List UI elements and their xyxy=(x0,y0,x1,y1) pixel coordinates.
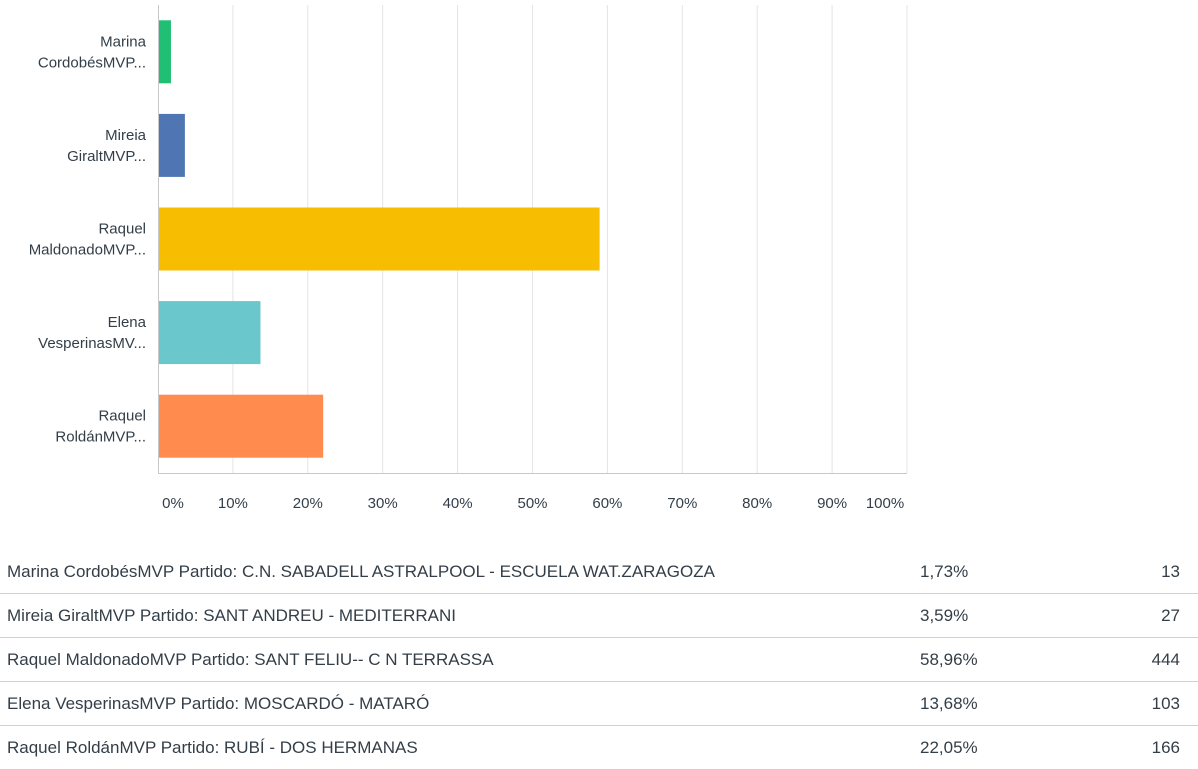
answer-count: 27 xyxy=(1100,593,1198,638)
answer-label: Mireia GiraltMVP Partido: SANT ANDREU - … xyxy=(0,593,920,638)
category-label: Mireia GiraltMVP... xyxy=(67,127,147,165)
x-tick-label: 40% xyxy=(443,495,473,512)
y-axis-labels: Marina CordobésMVP... Mireia GiraltMVP... Ra… xyxy=(29,33,147,445)
x-tick-label: 70% xyxy=(667,495,697,512)
category-label: Raquel RoldánMVP... xyxy=(55,408,146,446)
x-tick-label: 50% xyxy=(517,495,547,512)
table-row: Elena VesperinasMVP Partido: MOSCARDÓ - … xyxy=(0,681,1198,726)
bar[interactable] xyxy=(159,20,171,84)
bar[interactable] xyxy=(159,207,600,271)
bar[interactable] xyxy=(159,394,324,458)
bar-chart: Marina CordobésMVP... Mireia GiraltMVP... Ra… xyxy=(29,5,908,512)
category-label: Elena VesperinasMV... xyxy=(38,314,146,352)
answer-percent: 13,68% xyxy=(920,681,1100,726)
category-label: Marina CordobésMVP... xyxy=(38,33,147,71)
bar[interactable] xyxy=(159,113,185,177)
x-tick-label: 10% xyxy=(218,495,248,512)
x-tick-label: 90% xyxy=(817,495,847,512)
x-tick-label: 100% xyxy=(866,495,904,512)
x-tick-label: 60% xyxy=(592,495,622,512)
answer-percent: 58,96% xyxy=(920,637,1100,682)
table-row: Mireia GiraltMVP Partido: SANT ANDREU - … xyxy=(0,593,1198,638)
answer-label: Raquel MaldonadoMVP Partido: SANT FELIU-… xyxy=(0,637,920,682)
answer-count: 103 xyxy=(1100,681,1198,726)
table-row: Raquel MaldonadoMVP Partido: SANT FELIU-… xyxy=(0,637,1198,682)
bar[interactable] xyxy=(159,301,261,365)
category-label: Raquel MaldonadoMVP... xyxy=(29,221,146,259)
table-row: Marina CordobésMVP Partido: C.N. SABADEL… xyxy=(0,550,1198,594)
x-axis-labels: 0% 10% 20% 30% 40% 50% 60% 70% 80% 90% 100% xyxy=(162,495,904,512)
answer-label: Elena VesperinasMVP Partido: MOSCARDÓ - … xyxy=(0,681,920,726)
x-tick-label: 30% xyxy=(368,495,398,512)
answer-percent: 1,73% xyxy=(920,550,1100,594)
x-tick-label: 20% xyxy=(293,495,323,512)
answer-count: 444 xyxy=(1100,637,1198,682)
answer-label: Marina CordobésMVP Partido: C.N. SABADEL… xyxy=(0,550,920,594)
answer-percent: 3,59% xyxy=(920,593,1100,638)
x-tick-label: 80% xyxy=(742,495,772,512)
chart-bars xyxy=(159,20,600,458)
x-tick-label: 0% xyxy=(162,495,184,512)
results-table: Marina CordobésMVP Partido: C.N. SABADEL… xyxy=(0,550,1198,770)
answer-count: 13 xyxy=(1100,550,1198,594)
